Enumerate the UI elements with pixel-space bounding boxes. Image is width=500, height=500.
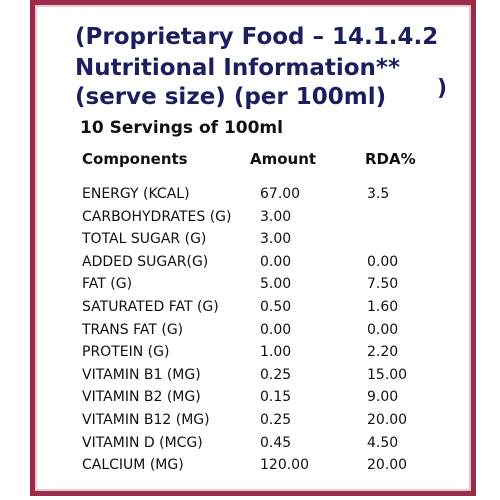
cell-component: PROTEIN (G): [82, 344, 170, 361]
cell-component: ADDED SUGAR(G): [82, 253, 209, 270]
cell-rda: 0.00: [367, 253, 399, 270]
cell-rda: 4.50: [367, 434, 399, 451]
label-border: [30, 0, 476, 496]
cell-rda: 20.00: [367, 457, 408, 474]
cell-rda: 0.00: [367, 321, 399, 338]
column-header: RDA%: [365, 150, 416, 168]
cell-component: CALCIUM (MG): [82, 457, 184, 474]
cell-component: VITAMIN D (MCG): [82, 434, 203, 451]
cell-amount: 0.50: [260, 299, 292, 315]
cell-rda: 15.00: [367, 366, 408, 383]
cell-rda: 1.60: [367, 299, 399, 315]
cell-component: VITAMIN B12 (MG): [82, 412, 210, 428]
title-line: (serve size) (per 100ml): [75, 84, 387, 110]
title-line: Nutritional Information**: [75, 55, 400, 81]
cell-component: CARBOHYDRATES (G): [82, 208, 232, 225]
cell-amount: 0.00: [260, 321, 292, 338]
cell-component: TRANS FAT (G): [82, 321, 184, 338]
cell-amount: 0.00: [260, 253, 292, 270]
cell-amount: 3.00: [260, 208, 292, 225]
cell-amount: 67.00: [260, 186, 301, 202]
cell-component: VITAMIN B1 (MG): [82, 366, 201, 383]
cell-amount: 1.00: [260, 344, 292, 361]
cell-component: SATURATED FAT (G): [82, 299, 219, 315]
cell-component: FAT (G): [82, 276, 133, 293]
cell-rda: 3.5: [367, 186, 390, 202]
cell-component: ENERGY (KCAL): [82, 186, 190, 202]
title-closing: ): [437, 76, 448, 101]
cell-amount: 5.00: [260, 276, 292, 293]
cell-rda: 20.00: [367, 412, 408, 428]
column-header: Amount: [250, 150, 317, 168]
cell-amount: 3.00: [260, 231, 292, 248]
cell-rda: 7.50: [367, 276, 399, 293]
cell-component: VITAMIN B2 (MG): [82, 389, 201, 406]
column-header: Components: [82, 150, 188, 168]
title-line: (Proprietary Food – 14.1.4.2: [75, 24, 439, 50]
cell-amount: 120.00: [260, 457, 309, 474]
cell-rda: 2.20: [367, 344, 399, 361]
cell-component: TOTAL SUGAR (G): [82, 231, 207, 248]
cell-amount: 0.25: [260, 412, 292, 428]
servings: 10 Servings of 100ml: [80, 118, 283, 138]
cell-rda: 9.00: [367, 389, 399, 406]
cell-amount: 0.45: [260, 434, 292, 451]
cell-amount: 0.15: [260, 389, 292, 406]
cell-amount: 0.25: [260, 366, 292, 383]
